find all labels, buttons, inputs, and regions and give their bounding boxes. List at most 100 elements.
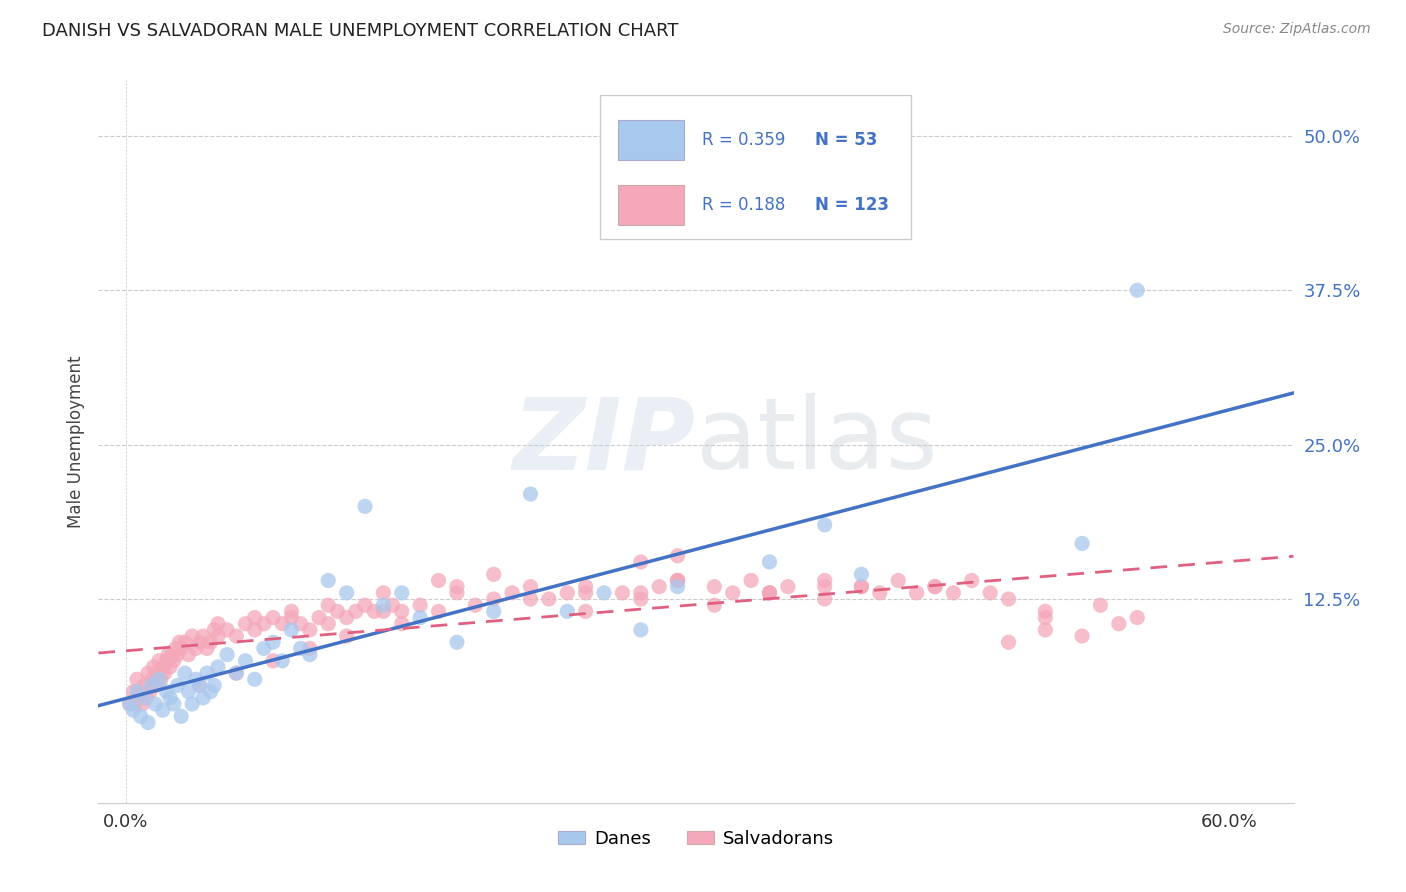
Point — [202, 623, 225, 637]
Point — [979, 586, 1001, 600]
Point — [298, 641, 321, 656]
Point — [141, 678, 163, 692]
Point — [630, 555, 652, 569]
Point — [177, 684, 200, 698]
Point — [145, 697, 167, 711]
Point — [482, 592, 505, 607]
Point — [290, 641, 312, 656]
Point — [170, 641, 193, 656]
Point — [200, 684, 222, 698]
Point — [122, 684, 145, 698]
Point — [851, 567, 873, 582]
Point — [464, 598, 486, 612]
Point — [758, 555, 780, 569]
Point — [152, 703, 174, 717]
Point — [373, 598, 395, 612]
Point — [391, 616, 413, 631]
Point — [814, 574, 837, 588]
Point — [225, 666, 247, 681]
Legend: Danes, Salvadorans: Danes, Salvadorans — [551, 822, 841, 855]
Point — [243, 610, 266, 624]
Point — [207, 660, 229, 674]
Point — [262, 610, 284, 624]
Point — [316, 616, 339, 631]
Point — [851, 580, 873, 594]
Point — [170, 709, 193, 723]
Point — [316, 574, 339, 588]
Text: R = 0.359: R = 0.359 — [702, 130, 786, 149]
Point — [1126, 610, 1149, 624]
FancyBboxPatch shape — [619, 185, 685, 225]
Point — [758, 586, 780, 600]
Point — [666, 574, 689, 588]
Point — [280, 623, 302, 637]
Point — [555, 604, 578, 618]
Point — [630, 586, 652, 600]
Point — [997, 635, 1019, 649]
Point — [166, 678, 188, 692]
Point — [125, 673, 148, 687]
Text: N = 53: N = 53 — [815, 130, 877, 149]
Point — [1108, 616, 1130, 631]
Point — [243, 623, 266, 637]
Point — [537, 592, 560, 607]
Point — [482, 604, 505, 618]
Point — [1033, 623, 1056, 637]
Point — [316, 598, 339, 612]
Point — [184, 641, 207, 656]
Point — [344, 604, 367, 618]
Point — [207, 629, 229, 643]
Point — [555, 586, 578, 600]
Point — [814, 517, 837, 532]
Point — [166, 648, 188, 662]
Point — [924, 580, 946, 594]
FancyBboxPatch shape — [619, 120, 685, 160]
Point — [235, 616, 257, 631]
Point — [253, 616, 276, 631]
Point — [703, 580, 725, 594]
Point — [181, 629, 204, 643]
Point — [193, 629, 215, 643]
Point — [163, 654, 186, 668]
Point — [446, 635, 468, 649]
Point — [118, 697, 141, 711]
Point — [122, 703, 145, 717]
Point — [148, 673, 170, 687]
Point — [243, 673, 266, 687]
Point — [165, 641, 187, 656]
Point — [207, 616, 229, 631]
Point — [125, 684, 148, 698]
Point — [776, 580, 799, 594]
Point — [997, 592, 1019, 607]
Point — [131, 697, 153, 711]
Point — [409, 598, 432, 612]
Point — [184, 673, 207, 687]
Point — [157, 648, 180, 662]
Point — [1071, 629, 1094, 643]
Point — [159, 660, 181, 674]
Point — [363, 604, 385, 618]
Point — [814, 580, 837, 594]
Text: atlas: atlas — [696, 393, 938, 490]
Point — [142, 660, 165, 674]
Point — [960, 574, 983, 588]
Point — [1126, 283, 1149, 297]
Point — [262, 654, 284, 668]
Point — [942, 586, 965, 600]
Point — [630, 592, 652, 607]
Point — [195, 641, 218, 656]
Point — [446, 580, 468, 594]
Point — [924, 580, 946, 594]
Point — [152, 660, 174, 674]
Point — [271, 654, 294, 668]
Point — [188, 678, 211, 692]
Point — [593, 586, 616, 600]
Point — [173, 635, 195, 649]
Point — [141, 673, 163, 687]
Point — [1033, 610, 1056, 624]
Point — [758, 586, 780, 600]
Point — [575, 580, 598, 594]
Point — [124, 697, 146, 711]
Point — [159, 690, 181, 705]
Point — [181, 697, 204, 711]
